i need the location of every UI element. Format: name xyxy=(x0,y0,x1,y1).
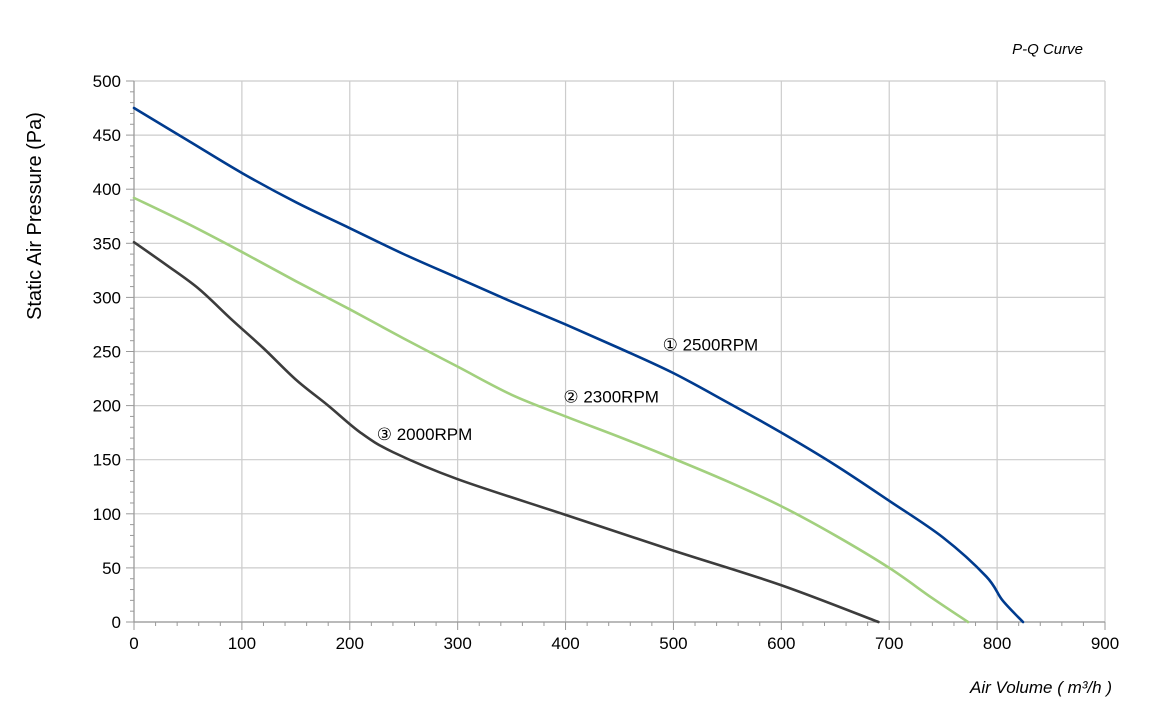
y-tick-label: 400 xyxy=(93,180,121,199)
series-2000rpm-line xyxy=(132,240,880,624)
grid-layer xyxy=(133,80,1106,623)
text-layer: 0 100 200 300 400 500 600 700 800 900 0 50 100 150 200… xyxy=(24,41,1119,697)
x-tick-label: 400 xyxy=(551,634,579,653)
x-tick-label: 800 xyxy=(983,634,1011,653)
series-layer xyxy=(132,106,1025,624)
series-2000rpm-label: ③ 2000RPM xyxy=(377,425,473,444)
x-tick-label: 900 xyxy=(1091,634,1119,653)
y-tick-label: 500 xyxy=(93,72,121,91)
y-tick-label: 300 xyxy=(93,288,121,307)
y-tick-label: 0 xyxy=(112,613,121,632)
axis-layer xyxy=(126,80,1106,630)
series-2500rpm-line xyxy=(132,106,1025,624)
y-axis-title: Static Air Pressure (Pa) xyxy=(24,112,46,320)
x-tick-label: 200 xyxy=(336,634,364,653)
x-axis-title: Air Volume ( m³/h ) xyxy=(969,678,1112,697)
series-2300rpm-line xyxy=(132,196,970,624)
chart-title: P-Q Curve xyxy=(1012,41,1083,58)
y-tick-label: 50 xyxy=(102,559,121,578)
x-tick-label: 500 xyxy=(659,634,687,653)
y-tick-label: 450 xyxy=(93,126,121,145)
y-tick-label: 350 xyxy=(93,234,121,253)
y-tick-label: 200 xyxy=(93,397,121,416)
x-tick-label: 100 xyxy=(228,634,256,653)
x-tick-label: 700 xyxy=(875,634,903,653)
y-tick-label: 100 xyxy=(93,505,121,524)
y-tick-label: 250 xyxy=(93,343,121,362)
series-2300rpm-label: ② 2300RPM xyxy=(563,387,659,406)
y-tick-label: 150 xyxy=(93,451,121,470)
x-tick-label: 0 xyxy=(129,634,138,653)
x-tick-label: 300 xyxy=(443,634,471,653)
series-2500rpm-label: ① 2500RPM xyxy=(663,335,759,354)
x-tick-label: 600 xyxy=(767,634,795,653)
